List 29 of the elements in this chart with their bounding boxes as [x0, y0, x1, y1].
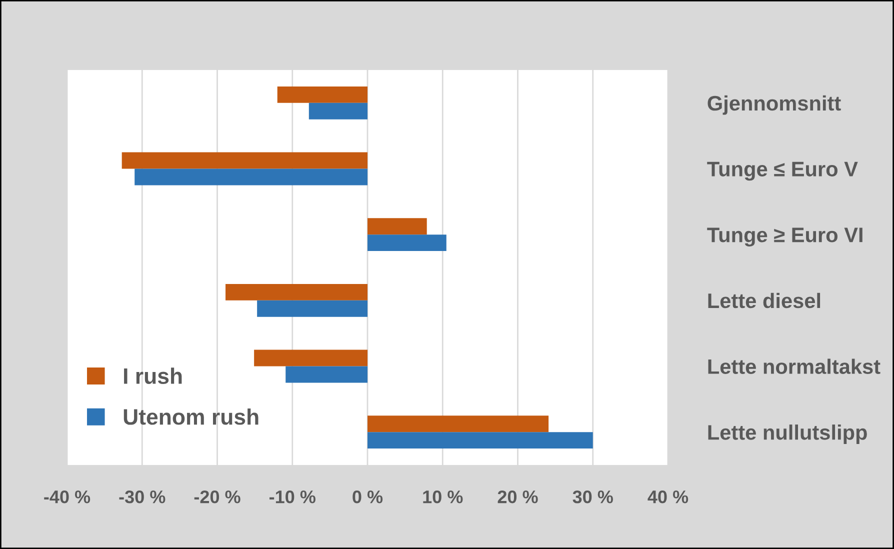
legend-label: Utenom rush: [124, 408, 258, 425]
y-tick-label: Lette nullutslipp: [708, 424, 867, 444]
x-tick-label: -40 %: [44, 490, 90, 504]
bar: [308, 102, 368, 120]
y-tick-label: Lette normaltakst: [708, 358, 880, 374]
bar: [134, 168, 368, 186]
bar: [368, 416, 549, 432]
bar: [286, 366, 368, 383]
bar: [368, 432, 593, 449]
bar: [368, 234, 446, 252]
bar: [226, 284, 368, 300]
bar: [257, 300, 368, 317]
x-tick-label: -10 %: [270, 490, 316, 504]
y-tick-label: Tunge ≥ Euro VI: [707, 228, 862, 246]
x-tick-label: 20 %: [498, 490, 538, 504]
legend-label: I rush: [124, 368, 182, 384]
bar: [122, 152, 368, 169]
x-tick-label: 0 %: [352, 490, 383, 504]
x-tick-label: 10 %: [423, 490, 463, 504]
y-tick-label: Lette diesel: [708, 292, 820, 308]
bar: [368, 218, 427, 235]
x-tick-label: -30 %: [119, 490, 166, 504]
x-tick-label: -20 %: [194, 490, 240, 504]
bar: [277, 86, 368, 103]
bar: [254, 350, 368, 366]
y-tick-label: Tunge ≤ Euro V: [707, 162, 858, 181]
y-tick-label: Gjennomsnitt: [708, 95, 841, 115]
x-tick-label: 40 %: [648, 490, 688, 504]
x-tick-label: 30 %: [572, 490, 613, 504]
